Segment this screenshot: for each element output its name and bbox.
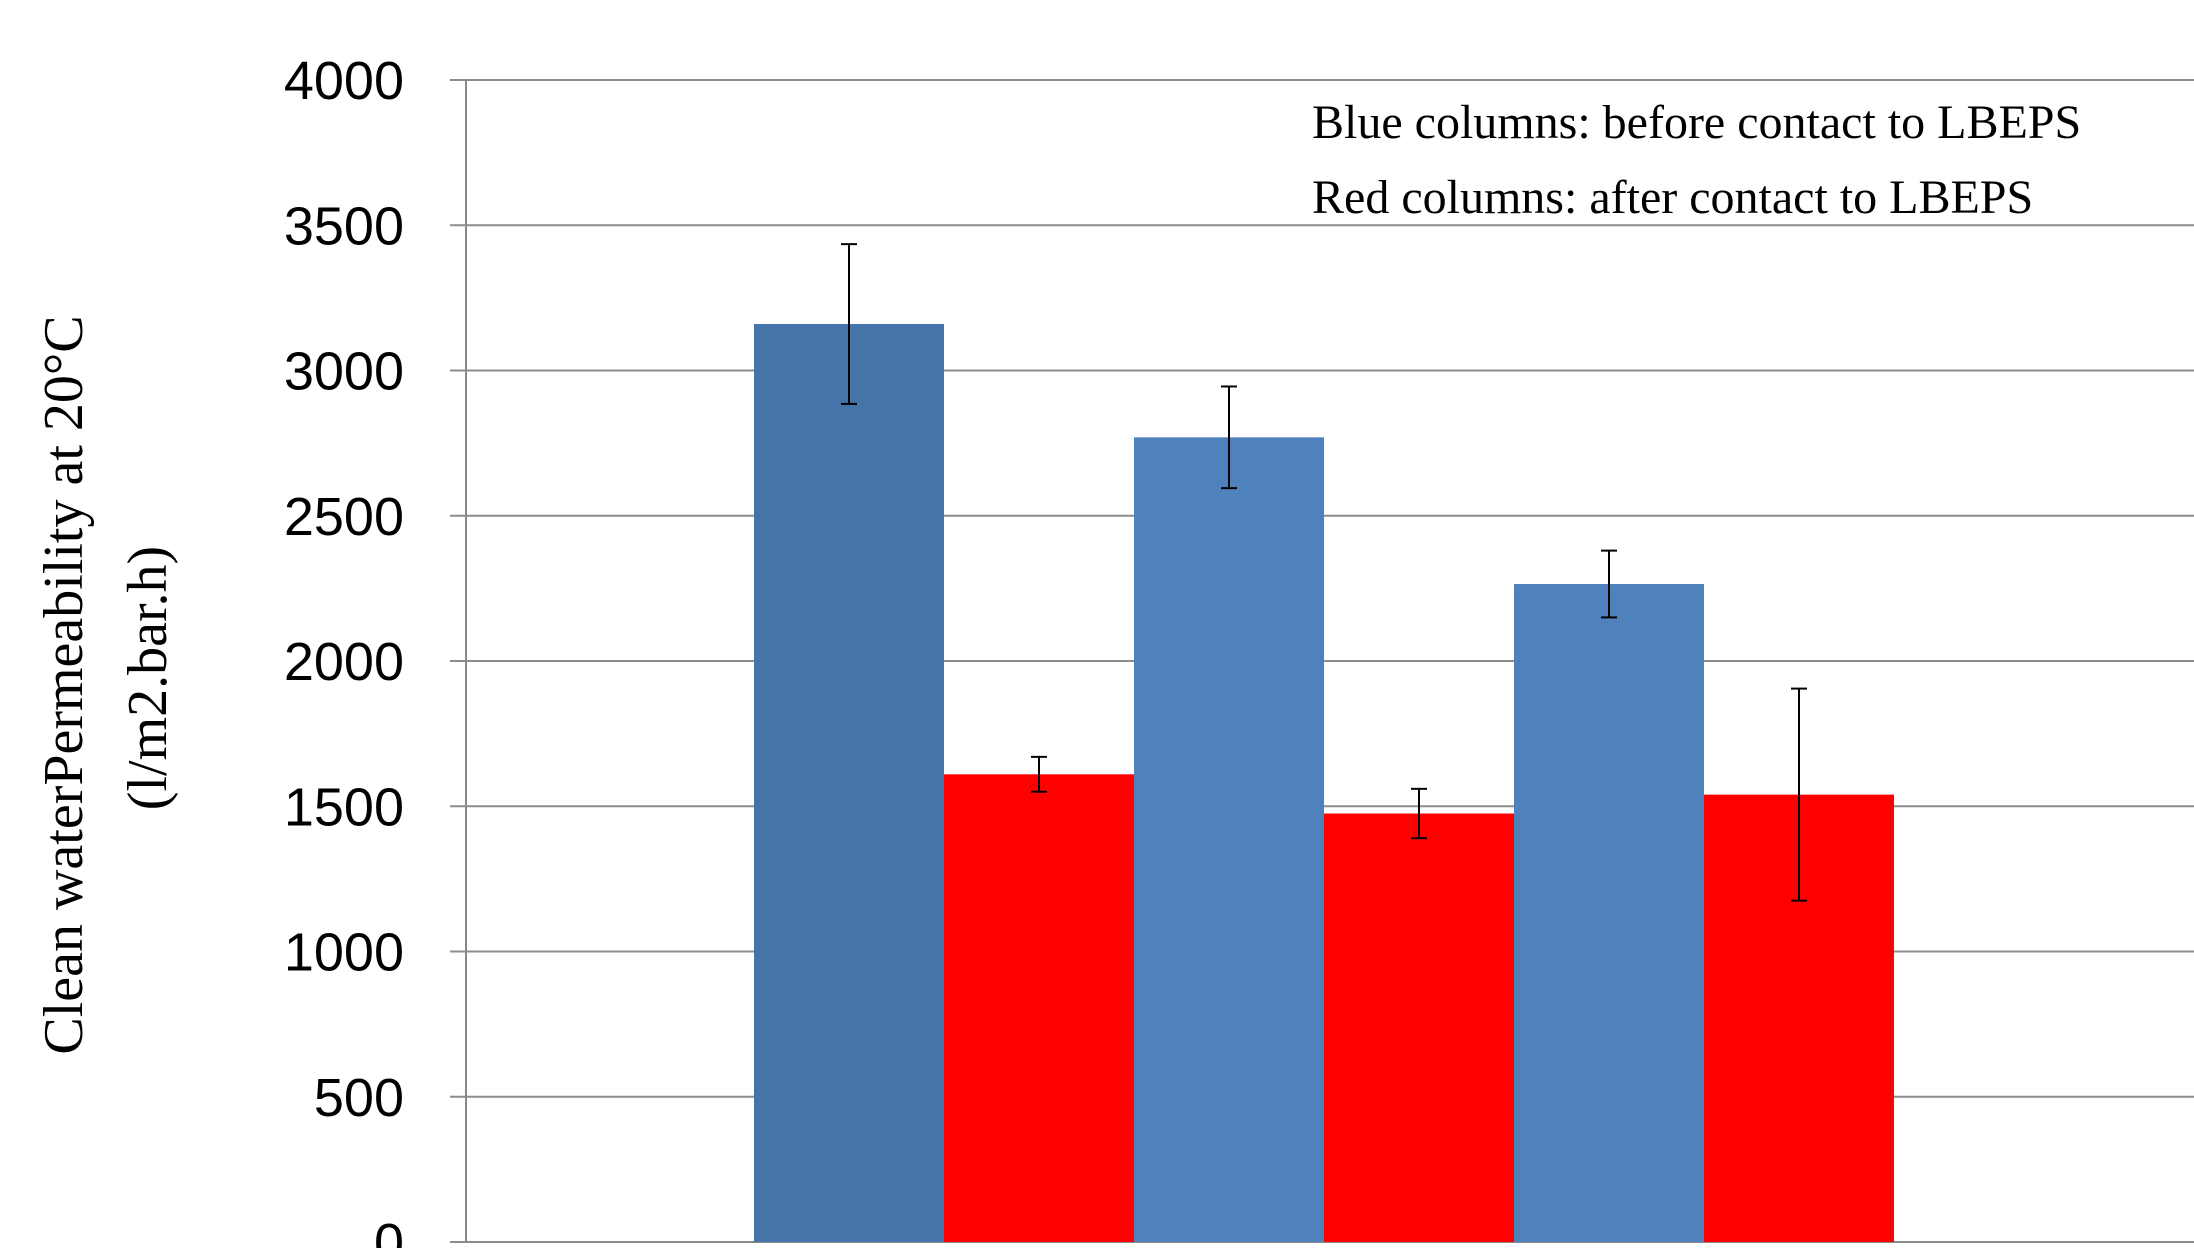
bar-5	[1514, 584, 1704, 1242]
error-bar-5	[1601, 549, 1617, 619]
error-bars	[841, 243, 1807, 902]
error-bar-2	[1031, 755, 1047, 793]
y-tick-label-1000: 1000	[284, 923, 404, 983]
y-axis-title: Clean waterPermeability at 20°C (l/m2.ba…	[33, 301, 179, 1054]
bar-2	[944, 774, 1134, 1242]
error-bar-6	[1791, 687, 1807, 902]
bar-1	[754, 324, 944, 1242]
y-tick-label-3500: 3500	[284, 196, 404, 256]
bar-3	[1134, 437, 1324, 1242]
y-axis-title-line1: Clean waterPermeability at 20°C	[33, 315, 95, 1054]
bar-4	[1324, 813, 1514, 1242]
y-tick-label-3000: 3000	[284, 342, 404, 402]
y-tick-label-4000: 4000	[284, 51, 404, 111]
error-bar-3	[1221, 385, 1237, 490]
bars	[754, 324, 1894, 1242]
annotation-red-columns: Red columns: after contact to LBEPS	[1312, 171, 2033, 224]
annotation-blue-columns: Blue columns: before contact to LBEPS	[1312, 96, 2081, 149]
y-tick-label-500: 500	[314, 1068, 404, 1128]
y-tick-label-0: 0	[374, 1213, 404, 1248]
error-bar-1	[841, 243, 857, 405]
y-tick-label-2500: 2500	[284, 487, 404, 547]
error-bar-4	[1411, 787, 1427, 840]
y-tick-labels: 0 500 1000 1500 2000 2500 3000 3500 4000	[284, 51, 404, 1248]
y-tick-label-1500: 1500	[284, 777, 404, 837]
y-axis-title-line2: (l/m2.bar.h)	[117, 546, 179, 810]
y-tick-label-2000: 2000	[284, 632, 404, 692]
